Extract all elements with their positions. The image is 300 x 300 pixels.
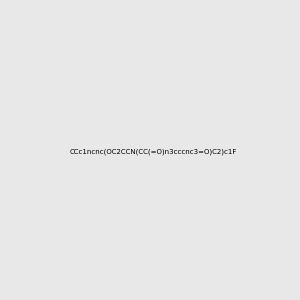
Text: CCc1ncnc(OC2CCN(CC(=O)n3cccnc3=O)C2)c1F: CCc1ncnc(OC2CCN(CC(=O)n3cccnc3=O)C2)c1F <box>70 148 237 155</box>
